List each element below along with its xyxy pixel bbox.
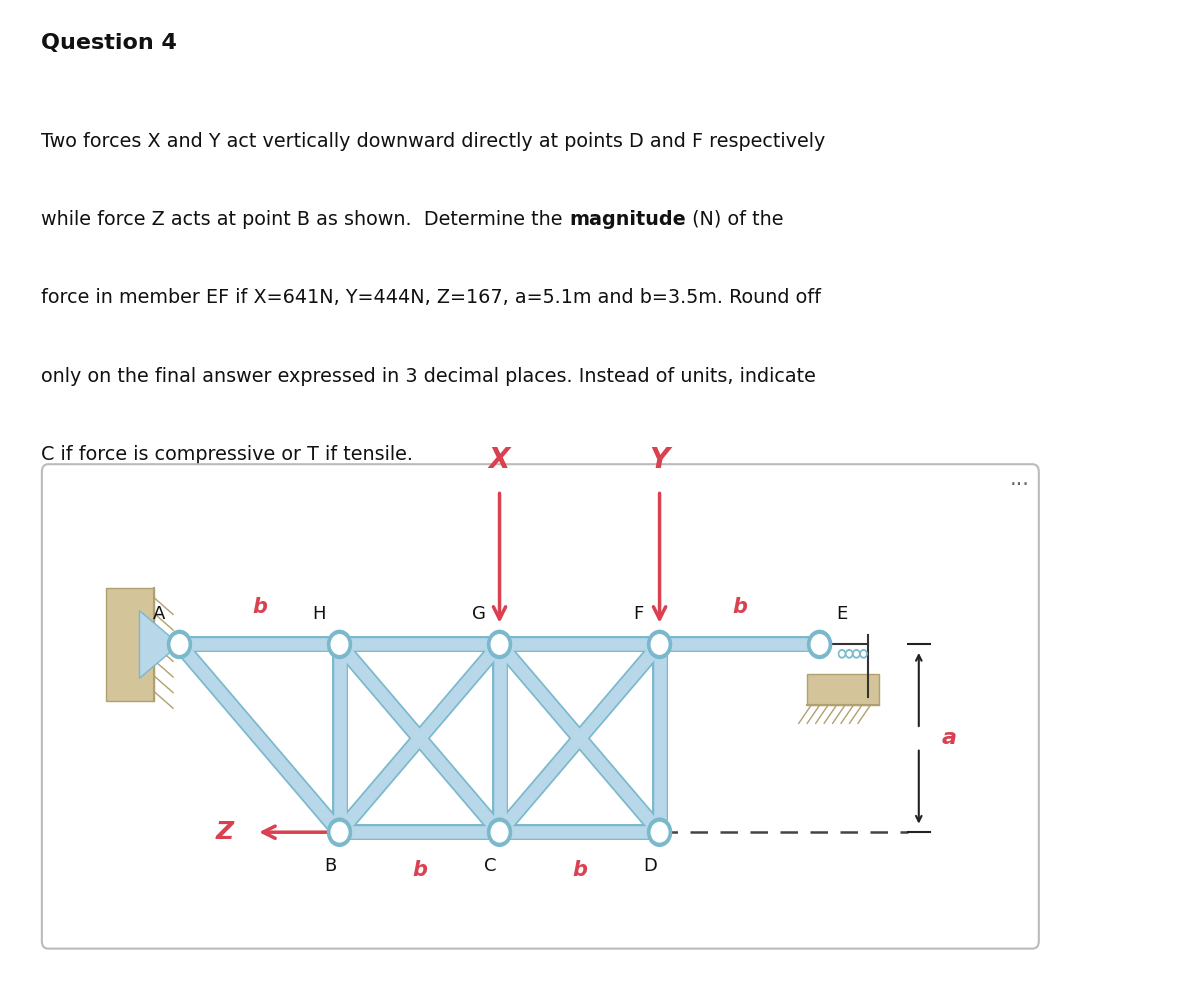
Text: only on the final answer expressed in 3 decimal places. Instead of units, indica: only on the final answer expressed in 3 … <box>41 367 817 386</box>
Text: D: D <box>643 857 657 875</box>
Text: A: A <box>152 605 164 623</box>
Text: X: X <box>489 446 511 474</box>
FancyBboxPatch shape <box>41 464 1039 948</box>
Text: magnitude: magnitude <box>569 210 686 229</box>
Circle shape <box>855 652 858 656</box>
Text: (N) of the: (N) of the <box>686 210 784 229</box>
Text: B: B <box>324 857 336 875</box>
Text: F: F <box>634 605 644 623</box>
Bar <box>106 588 154 701</box>
Text: C if force is compressive or T if tensile.: C if force is compressive or T if tensil… <box>41 444 414 464</box>
Text: ...: ... <box>1009 469 1030 489</box>
Circle shape <box>487 630 512 658</box>
Text: while force Z acts at point B as shown.  Determine the: while force Z acts at point B as shown. … <box>41 210 569 229</box>
Circle shape <box>811 635 827 654</box>
Circle shape <box>651 822 668 842</box>
Circle shape <box>651 635 668 654</box>
Text: b: b <box>572 860 587 880</box>
Bar <box>807 675 878 705</box>
Text: C: C <box>483 857 496 875</box>
Circle shape <box>171 635 188 654</box>
Circle shape <box>853 650 860 658</box>
Circle shape <box>648 818 671 846</box>
Circle shape <box>331 822 348 842</box>
Circle shape <box>327 818 351 846</box>
Circle shape <box>487 818 512 846</box>
Circle shape <box>862 652 865 656</box>
Text: G: G <box>472 605 486 623</box>
Circle shape <box>168 630 191 658</box>
Text: a: a <box>941 729 956 748</box>
Text: Y: Y <box>649 446 670 474</box>
Circle shape <box>492 822 508 842</box>
Circle shape <box>648 630 671 658</box>
Text: b: b <box>732 596 747 617</box>
Circle shape <box>840 652 844 656</box>
Text: H: H <box>312 605 325 623</box>
Circle shape <box>331 635 348 654</box>
Text: Question 4: Question 4 <box>41 33 177 54</box>
Polygon shape <box>139 610 180 678</box>
Circle shape <box>847 652 851 656</box>
Circle shape <box>845 650 852 658</box>
Text: Z: Z <box>215 820 233 844</box>
Circle shape <box>327 630 351 658</box>
Circle shape <box>492 635 508 654</box>
Text: Two forces X and Y act vertically downward directly at points D and F respective: Two forces X and Y act vertically downwa… <box>41 131 826 151</box>
Circle shape <box>860 650 868 658</box>
Text: b: b <box>252 596 267 617</box>
Circle shape <box>838 650 845 658</box>
Text: force in member EF if X=641N, Y=444N, Z=167, a=5.1m and b=3.5m. Round off: force in member EF if X=641N, Y=444N, Z=… <box>41 288 821 307</box>
Text: E: E <box>837 605 847 623</box>
Circle shape <box>807 630 832 658</box>
Text: b: b <box>413 860 427 880</box>
